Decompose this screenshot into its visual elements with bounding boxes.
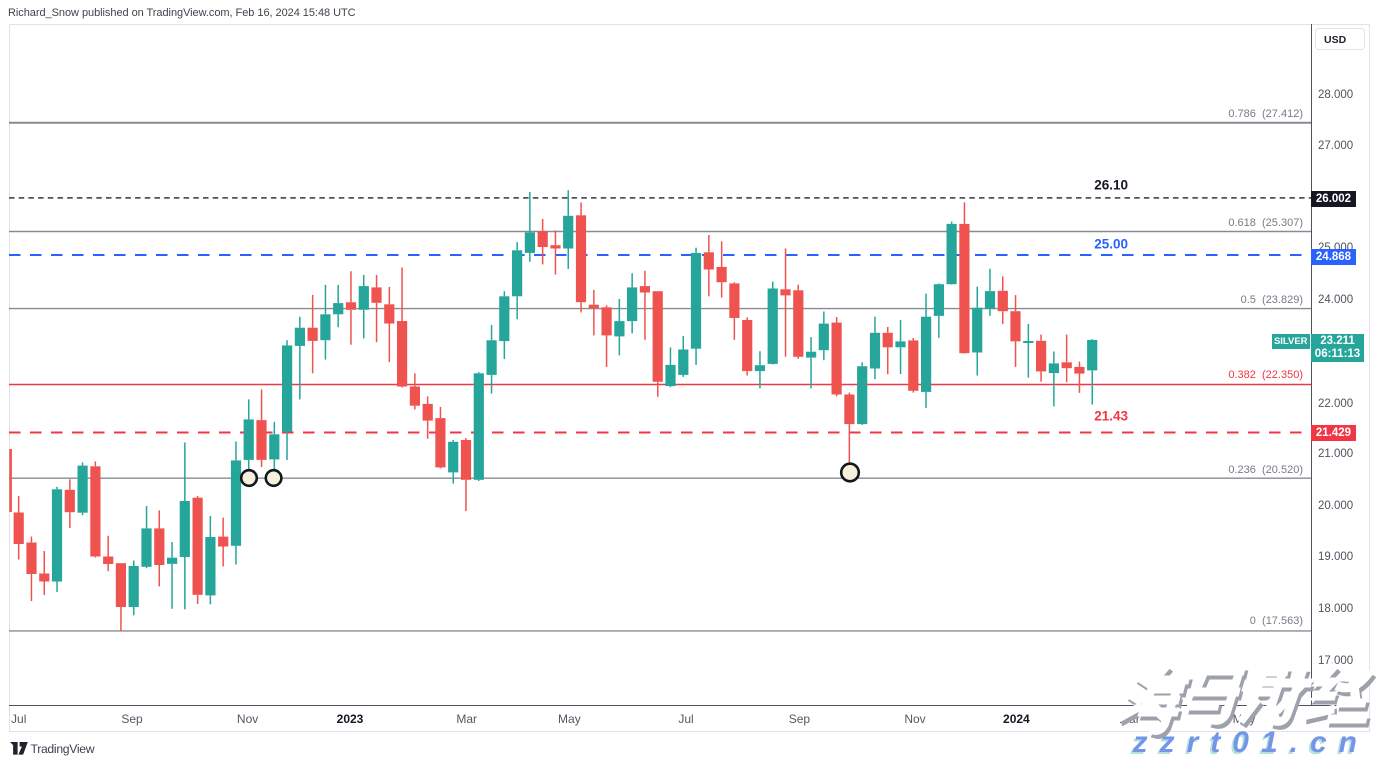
svg-text:TradingView: TradingView [31, 742, 95, 756]
